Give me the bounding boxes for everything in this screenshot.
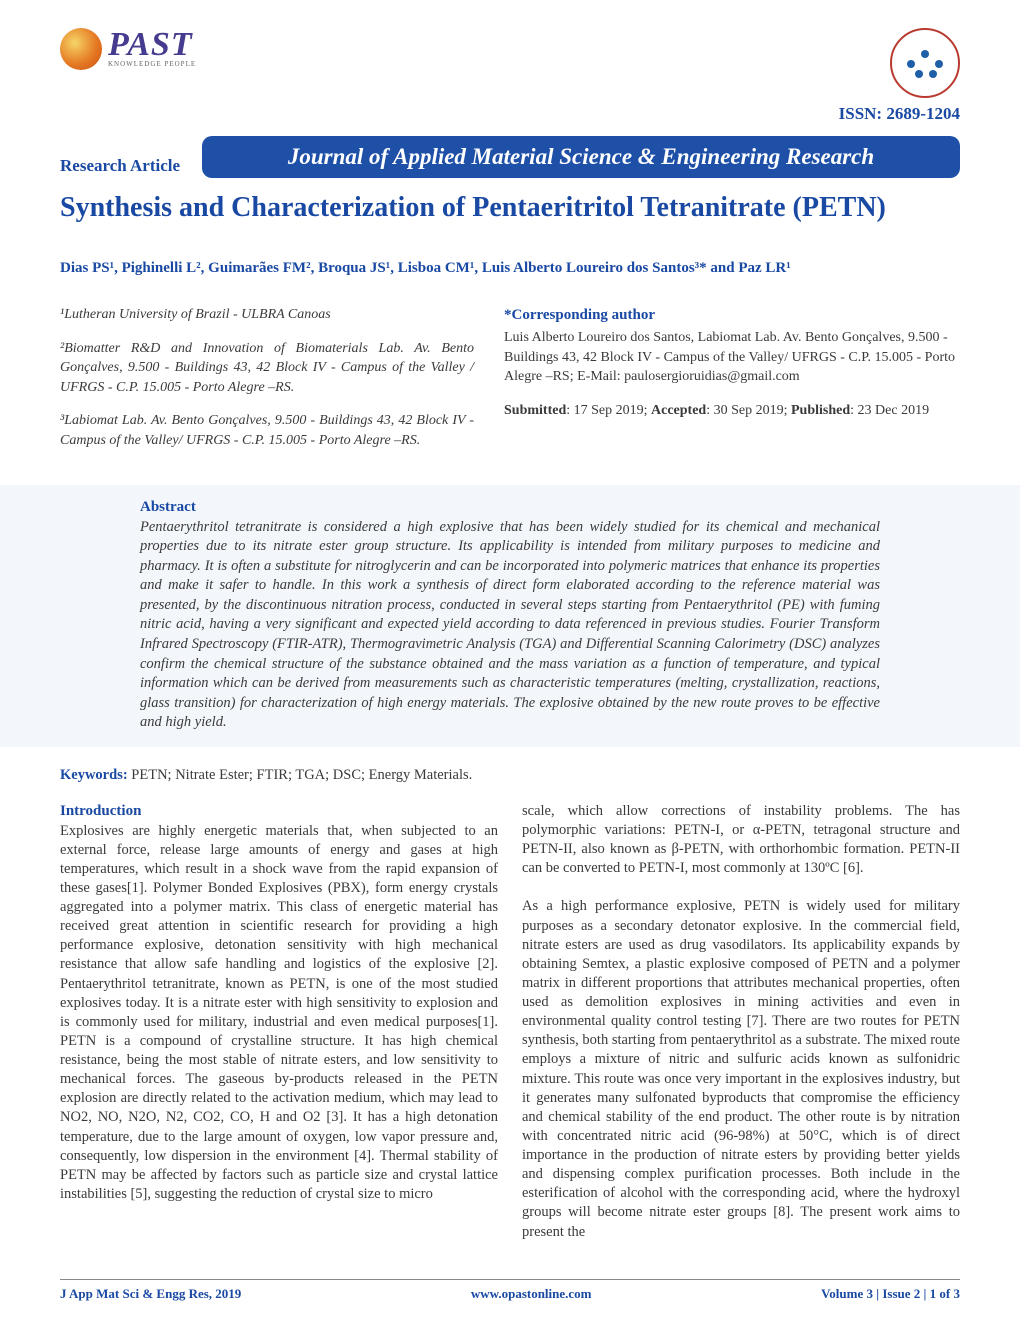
correspondence: *Corresponding author Luis Alberto Loure… [504,305,960,465]
affiliation-3: ³Labiomat Lab. Av. Bento Gonçalves, 9.50… [60,411,474,450]
affiliations: ¹Lutheran University of Brazil - ULBRA C… [60,305,474,465]
affiliation-2: ²Biomatter R&D and Innovation of Biomate… [60,339,474,398]
footer-center: www.opastonline.com [471,1286,592,1302]
journal-seal-icon [890,28,960,98]
body-columns: Introduction Explosives are highly energ… [60,802,960,1242]
publisher-logo-left: PAST KNOWLEDGE PEOPLE [60,28,196,70]
keywords: Keywords: PETN; Nitrate Ester; FTIR; TGA… [60,767,960,784]
article-title: Synthesis and Characterization of Pentae… [60,192,960,224]
column-left: Introduction Explosives are highly energ… [60,802,498,1242]
article-type: Research Article [60,156,202,178]
keywords-label: Keywords: [60,767,128,783]
authors-line: Dias PS¹, Pighinelli L², Guimarães FM², … [60,260,960,277]
corresponding-heading: *Corresponding author [504,305,960,326]
abstract-heading: Abstract [140,499,880,516]
globe-icon [60,28,102,70]
header: PAST KNOWLEDGE PEOPLE [60,28,960,98]
corresponding-text: Luis Alberto Loureiro dos Santos, Labiom… [504,328,960,387]
journal-name: Journal of Applied Material Science & En… [220,144,942,170]
banner-row: Research Article Journal of Applied Mate… [60,136,960,178]
keywords-text: PETN; Nitrate Ester; FTIR; TGA; DSC; Ene… [128,767,473,783]
abstract-box: Abstract Pentaerythritol tetranitrate is… [0,485,1020,747]
column-right-p1: scale, which allow corrections of instab… [522,803,960,876]
footer-left: J App Mat Sci & Engg Res, 2019 [60,1286,241,1302]
footer-right: Volume 3 | Issue 2 | 1 of 3 [821,1286,960,1302]
logo-brand: PAST [108,30,196,61]
abstract-text: Pentaerythritol tetranitrate is consider… [140,518,880,733]
column-right: scale, which allow corrections of instab… [522,802,960,1242]
introduction-heading: Introduction [60,803,141,819]
logo-tagline: KNOWLEDGE PEOPLE [108,60,196,68]
issn-label: ISSN: 2689-1204 [60,104,960,124]
column-right-p2: As a high performance explosive, PETN is… [522,898,960,1239]
page-footer: J App Mat Sci & Engg Res, 2019 www.opast… [60,1279,960,1302]
affiliation-1: ¹Lutheran University of Brazil - ULBRA C… [60,305,474,325]
column-left-text: Explosives are highly energetic material… [60,823,498,1202]
journal-banner: Journal of Applied Material Science & En… [202,136,960,178]
submission-dates: Submitted: 17 Sep 2019; Accepted: 30 Sep… [504,401,960,421]
metadata-block: ¹Lutheran University of Brazil - ULBRA C… [60,305,960,465]
